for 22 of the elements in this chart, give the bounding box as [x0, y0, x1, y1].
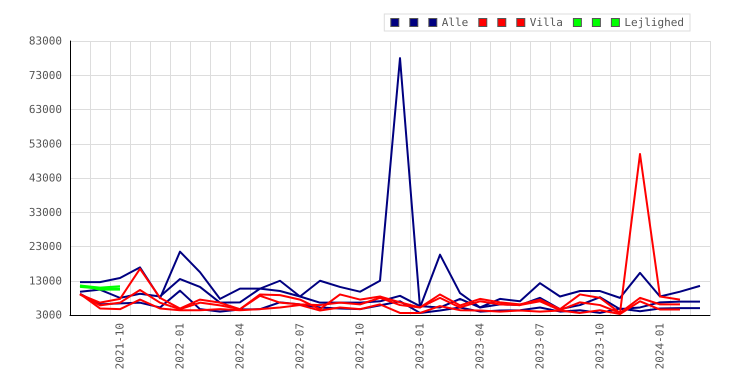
y-tick-label: 83000: [28, 34, 62, 48]
x-tick-label: 2023-04: [474, 322, 486, 370]
x-tick-label: 2023-01: [414, 323, 426, 370]
legend-label: Villa: [530, 16, 563, 29]
x-tick-label: 2024-01: [654, 323, 666, 370]
x-tick-label: 2022-04: [234, 322, 246, 370]
x-tick-label: 2022-07: [294, 323, 306, 370]
x-tick-label: 2022-01: [174, 323, 186, 370]
x-tick-label: 2021-10: [114, 323, 126, 370]
y-tick-label: 73000: [28, 68, 62, 82]
y-tick-label: 23000: [28, 240, 62, 253]
x-tick-label: 2023-10: [594, 323, 606, 370]
y-tick-label: 33000: [28, 206, 62, 219]
y-tick-label: 13000: [28, 274, 62, 288]
legend-label: Lejlighed: [624, 16, 684, 29]
y-tick-label: 43000: [28, 172, 62, 184]
y-tick-label: 63000: [28, 103, 62, 116]
legend-label: Alle: [442, 16, 468, 29]
x-tick-label: 2022-10: [354, 323, 366, 370]
y-tick-label: 3000: [36, 308, 62, 322]
y-tick-label: 53000: [28, 137, 62, 150]
x-tick-label: 2023-07: [534, 323, 546, 370]
